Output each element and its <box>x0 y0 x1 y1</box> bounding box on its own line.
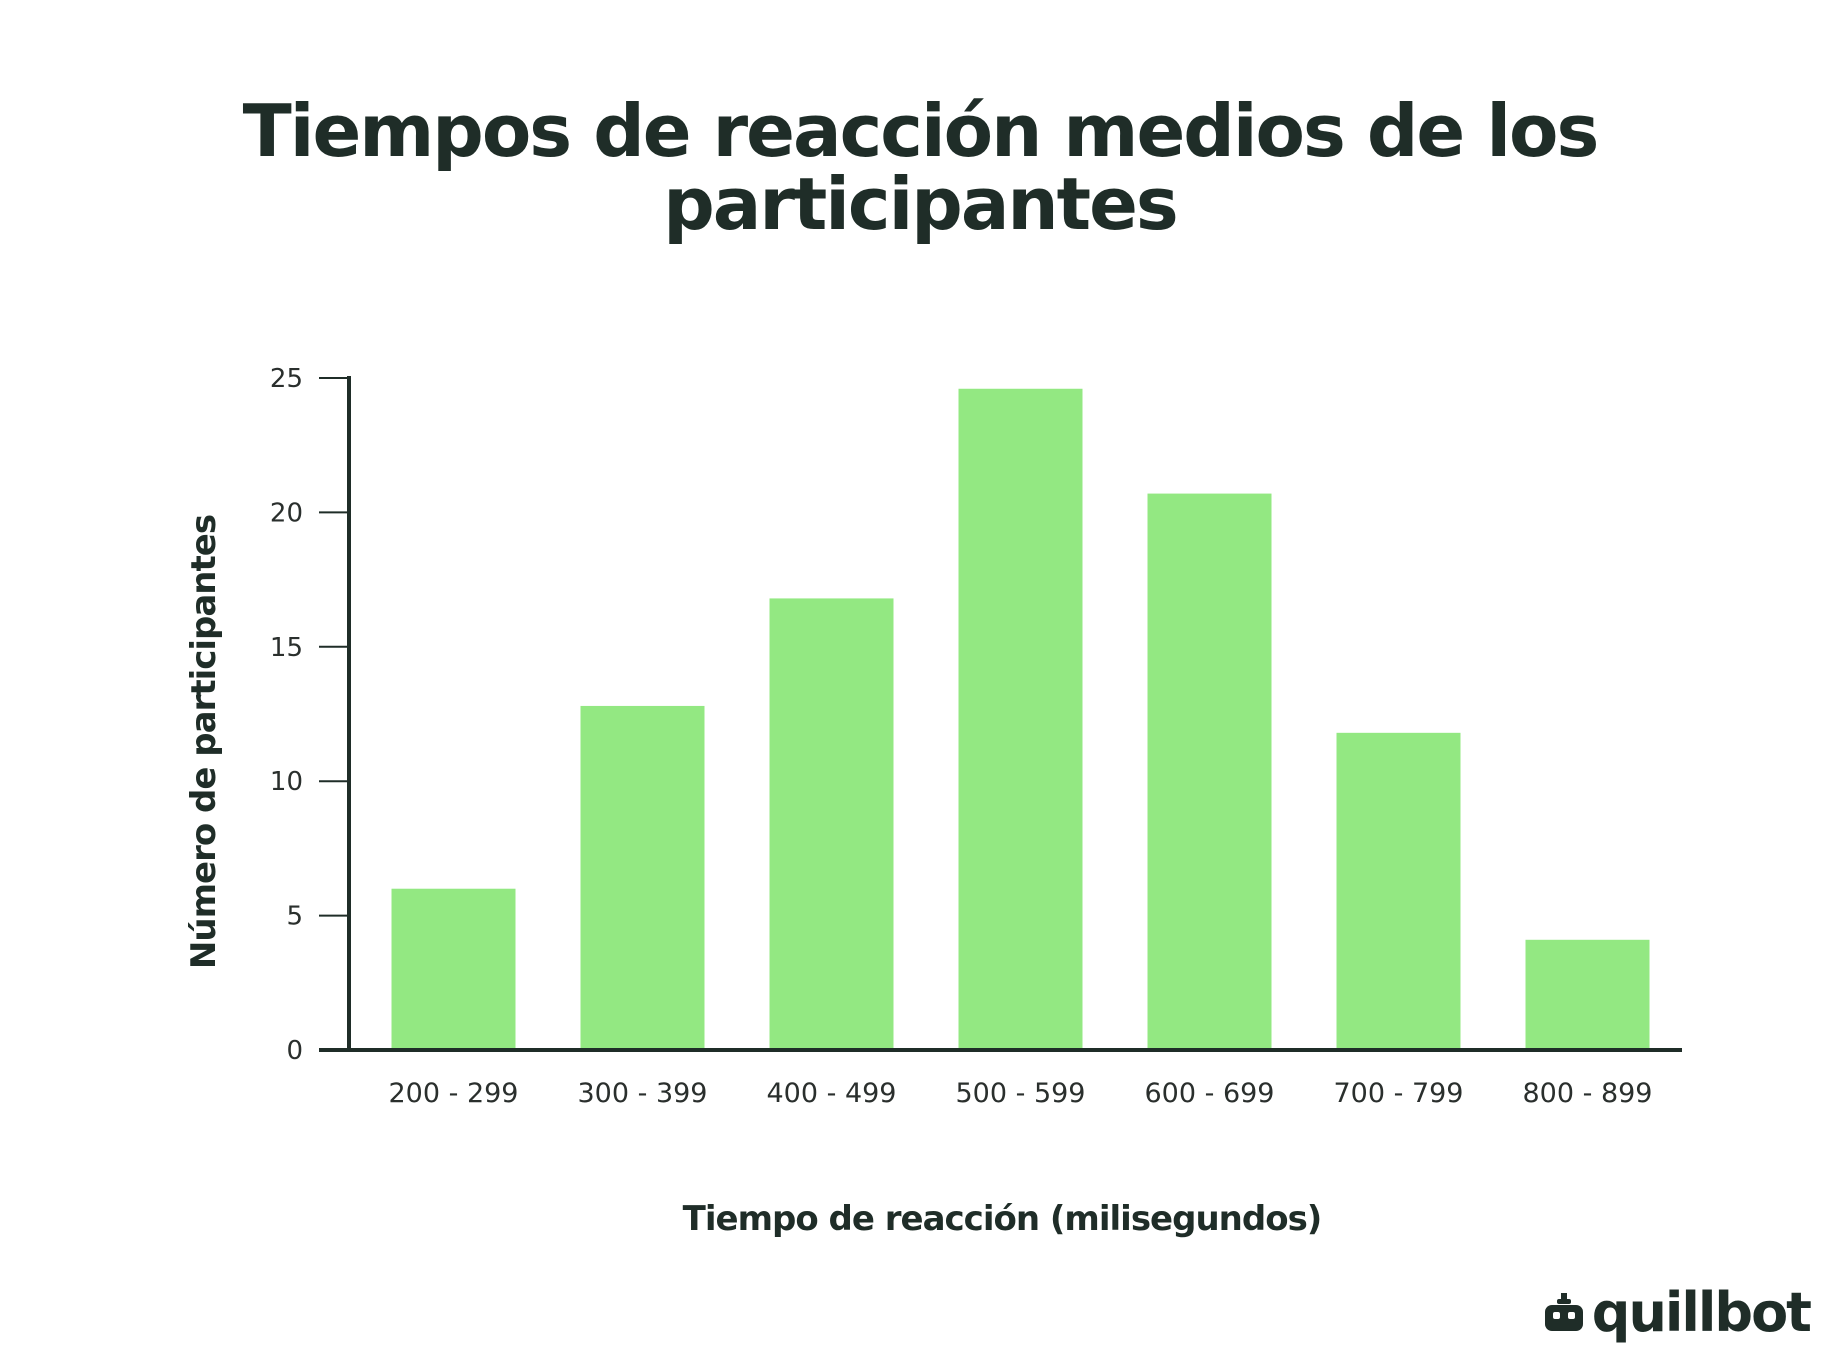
bars-group <box>391 388 1650 1051</box>
x-labels-group: 200 - 299 300 - 399 400 - 499 500 - 599 600 … <box>389 1078 1653 1109</box>
chart-title: Tiempos de reacción medios de los partic… <box>0 89 1840 247</box>
chart-title-line-1: Tiempos de reacción medios de los <box>242 89 1600 173</box>
bar-700-799 <box>1336 732 1461 1050</box>
y-tick-label: 5 <box>286 902 303 932</box>
chart-title-line-2: participantes <box>663 162 1179 247</box>
y-tick-label: 25 <box>270 364 303 394</box>
y-axis-title: Número de participantes <box>184 515 224 969</box>
bar-300-399 <box>580 705 705 1050</box>
quillbot-wordmark: quillbot <box>1591 1281 1812 1344</box>
x-category-label: 600 - 699 <box>1145 1078 1275 1109</box>
y-tick-label: 20 <box>270 498 303 528</box>
x-category-label: 300 - 399 <box>578 1078 708 1109</box>
bar-600-699 <box>1147 493 1272 1051</box>
quillbot-robot-icon <box>1544 1293 1583 1331</box>
y-tick-label: 15 <box>270 633 303 663</box>
bar-500-599 <box>958 388 1083 1050</box>
x-category-label: 700 - 799 <box>1334 1078 1464 1109</box>
x-category-label: 500 - 599 <box>956 1078 1086 1109</box>
x-category-label: 200 - 299 <box>389 1078 519 1109</box>
y-tick-label: 0 <box>286 1036 303 1066</box>
bar-400-499 <box>769 598 894 1050</box>
x-category-label: 800 - 899 <box>1523 1078 1653 1109</box>
bar-800-899 <box>1525 939 1650 1050</box>
quillbot-logo: quillbot <box>1542 1281 1812 1344</box>
x-axis-title: Tiempo de reacción (milisegundos) <box>683 1199 1322 1239</box>
x-category-label: 400 - 499 <box>767 1078 897 1109</box>
bar-200-299 <box>391 888 516 1050</box>
y-tick-label: 10 <box>270 767 303 797</box>
y-ticks-group: 0 5 10 15 20 25 <box>270 364 349 1066</box>
